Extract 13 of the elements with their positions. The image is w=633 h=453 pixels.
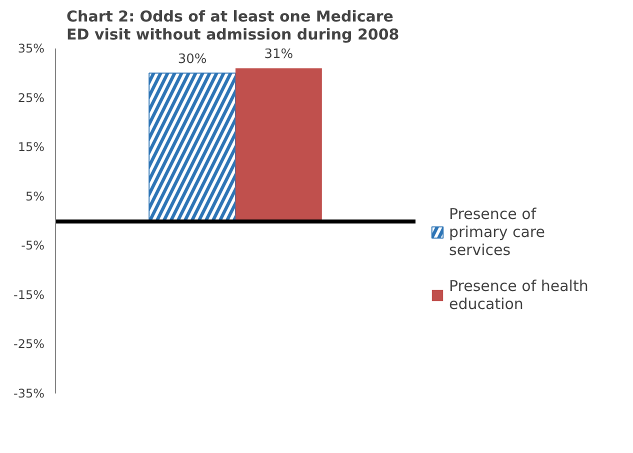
y-tick-label: 5% [25, 189, 45, 204]
chart-title: Chart 2: Odds of at least one Medicare ED visit without admission during 2008 [66, 8, 400, 44]
text: 30% [178, 52, 207, 68]
legend-label: Presence of primary care services [449, 205, 545, 259]
text: 31% [264, 47, 294, 62]
legend-label: Presence of health education [449, 277, 588, 313]
y-tick-label: -5% [21, 238, 45, 253]
y-tick-label: -15% [14, 288, 45, 302]
y-tick-label: -25% [14, 337, 45, 352]
y-tick-label: 15% [18, 140, 44, 154]
y-tick-label: 25% [18, 90, 44, 105]
y-tick-label: 35% [18, 42, 44, 56]
y-tick-label: -35% [14, 386, 45, 400]
